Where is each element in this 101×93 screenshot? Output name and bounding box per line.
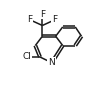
Text: F: F [27,15,32,24]
Text: N: N [48,58,55,67]
Text: F: F [52,15,57,24]
Text: F: F [40,9,45,19]
Text: Cl: Cl [22,52,31,61]
